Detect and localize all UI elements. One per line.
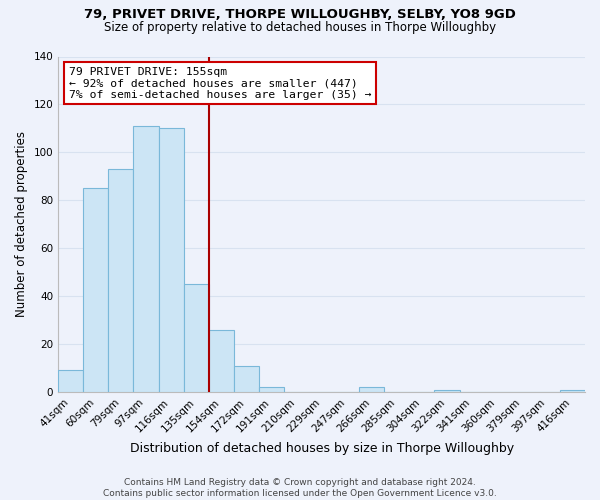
Text: 79 PRIVET DRIVE: 155sqm
← 92% of detached houses are smaller (447)
7% of semi-de: 79 PRIVET DRIVE: 155sqm ← 92% of detache… [69,66,371,100]
Bar [259,387,284,392]
Bar [58,370,83,392]
Bar [133,126,158,392]
Bar [158,128,184,392]
Text: Size of property relative to detached houses in Thorpe Willoughby: Size of property relative to detached ho… [104,21,496,34]
Text: 79, PRIVET DRIVE, THORPE WILLOUGHBY, SELBY, YO8 9GD: 79, PRIVET DRIVE, THORPE WILLOUGHBY, SEL… [84,8,516,20]
Bar [109,169,133,392]
Bar [83,188,109,392]
Bar [359,387,385,392]
Bar [434,390,460,392]
Text: Contains HM Land Registry data © Crown copyright and database right 2024.
Contai: Contains HM Land Registry data © Crown c… [103,478,497,498]
Bar [184,284,209,392]
Bar [234,366,259,392]
Y-axis label: Number of detached properties: Number of detached properties [15,131,28,317]
Bar [209,330,234,392]
Bar [560,390,585,392]
X-axis label: Distribution of detached houses by size in Thorpe Willoughby: Distribution of detached houses by size … [130,442,514,455]
